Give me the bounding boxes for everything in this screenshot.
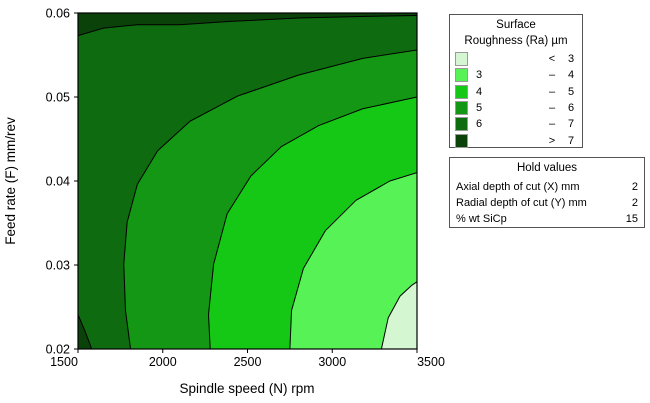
y-axis: 0.02 0.03 0.04 0.05 0.06 — [46, 7, 78, 357]
legend-upper: 3 — [568, 53, 575, 65]
contour-line-7-4 — [78, 15, 417, 37]
legend-operator: – — [548, 69, 556, 82]
hold-value-row: Axial depth of cut (X) mm 2 — [456, 181, 638, 197]
legend-upper: 4 — [568, 69, 575, 82]
band-below-3 — [381, 281, 417, 349]
legend-entry: <3 — [450, 51, 582, 68]
legend-operator: – — [548, 101, 556, 114]
hold-values-title: Hold values — [516, 162, 578, 174]
hold-value-row: % wt SiCp 15 — [456, 213, 638, 229]
y-tick-label: 0.02 — [46, 343, 70, 357]
x-tick-label: 2000 — [149, 355, 177, 369]
legend-upper: 6 — [568, 101, 575, 114]
hold-value-row: Radial depth of cut (Y) mm 2 — [456, 197, 638, 213]
legend-operator: < — [548, 53, 556, 65]
legend-operator: – — [548, 118, 556, 131]
legend-operator: – — [548, 85, 556, 98]
legend-swatch — [455, 84, 468, 99]
contour-line-5-2 — [208, 96, 417, 349]
x-axis-title: Spindle speed (N) rpm — [179, 381, 314, 396]
legend-swatch — [455, 52, 468, 66]
legend-swatch — [455, 133, 468, 148]
contour-line-4-1 — [289, 172, 417, 349]
contour-bands — [78, 13, 417, 349]
y-tick-label: 0.04 — [46, 175, 70, 189]
contour-line-7-5 — [78, 314, 93, 349]
y-tick-label: 0.05 — [46, 91, 70, 105]
legend-upper: 7 — [568, 134, 575, 147]
legend-lower: 3 — [476, 69, 483, 82]
x-tick-label: 3500 — [417, 355, 445, 369]
legend-lower: 4 — [476, 85, 483, 98]
x-axis: 1500 2000 2500 3000 3500 — [50, 349, 445, 369]
legend-entry: 4 –5 — [450, 84, 582, 101]
hold-value-number: 2 — [631, 181, 638, 193]
hold-value-number: 2 — [631, 197, 638, 209]
legend-upper: 7 — [568, 118, 575, 131]
x-tick-label: 2500 — [234, 355, 262, 369]
legend-swatch — [455, 100, 468, 115]
x-tick-label: 3000 — [318, 355, 346, 369]
legend-entry: 3 –4 — [450, 67, 582, 84]
y-tick-label: 0.03 — [46, 259, 70, 273]
contour-line-3-0 — [380, 281, 417, 349]
legend: Surface Roughness (Ra) µm <3 3–4 4–5 5–6 6–7… — [449, 14, 583, 148]
band-below-4 — [289, 172, 417, 349]
legend-upper: 5 — [568, 85, 575, 98]
contour-lines — [78, 15, 417, 349]
legend-title-line2: Roughness (Ra) µm — [464, 35, 568, 47]
legend-lower: 5 — [476, 101, 483, 114]
y-tick-label: 0.06 — [46, 7, 70, 21]
hold-value-name: % wt SiCp — [456, 213, 507, 225]
x-tick-label: 1500 — [50, 355, 78, 369]
y-axis-title: Feed rate (F) mm/rev — [3, 117, 18, 245]
contour-line-6-3 — [123, 49, 417, 349]
legend-entry: 6 –7 — [450, 116, 582, 133]
legend-lower: 6 — [476, 118, 483, 131]
legend-swatch — [455, 117, 468, 132]
legend-operator: > — [548, 134, 556, 147]
legend-entry: 5 –6 — [450, 100, 582, 117]
hold-value-name: Radial depth of cut (Y) mm — [456, 197, 587, 209]
hold-value-name: Axial depth of cut (X) mm — [456, 181, 580, 193]
legend-entry: >7 — [450, 133, 582, 150]
hold-values-panel: Hold values Axial depth of cut (X) mm 2 Ra… — [449, 157, 645, 228]
legend-title-line1: Surface — [496, 19, 536, 31]
legend-swatch — [455, 68, 468, 83]
hold-value-number: 15 — [625, 213, 638, 225]
band-above-7-top — [78, 13, 417, 36]
